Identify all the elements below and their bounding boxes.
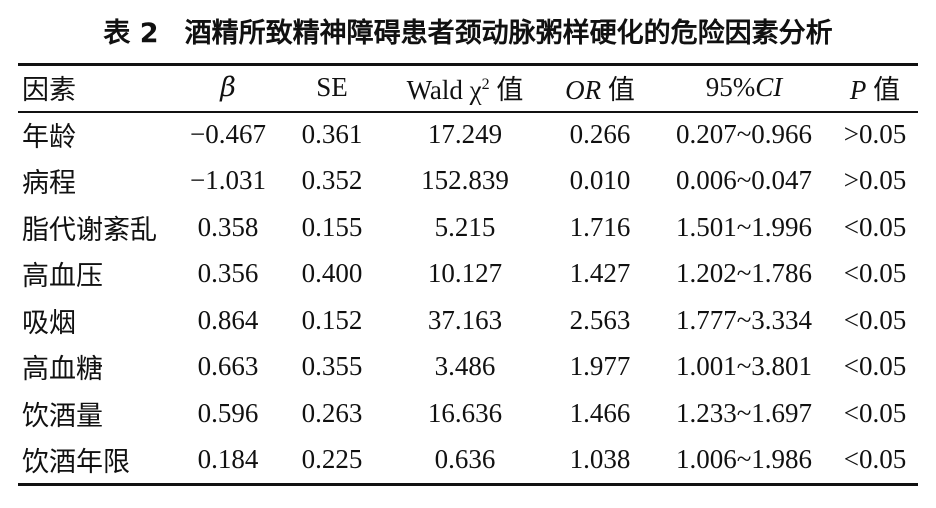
- cell-beta: 0.596: [197, 397, 259, 428]
- cell-ci: 1.501~1.996: [675, 211, 813, 242]
- cell-beta: 0.864: [197, 304, 259, 335]
- cell-beta: 0.663: [197, 351, 259, 382]
- cell-ci: 1.006~1.986: [675, 444, 813, 475]
- cell-beta: −0.467: [190, 118, 266, 149]
- cell-wald: 5.215: [434, 211, 496, 242]
- cell-factor: 脂代谢紊乱: [22, 214, 157, 246]
- cell-factor: 饮酒量: [22, 400, 103, 432]
- cell-p: >0.05: [843, 118, 907, 149]
- cell-factor: 吸烟: [22, 307, 76, 339]
- cell-ci: 1.001~3.801: [675, 351, 813, 382]
- cell-ci: 1.233~1.697: [675, 397, 813, 428]
- cell-beta: 0.356: [197, 258, 259, 289]
- header-se: SE: [316, 72, 348, 102]
- cell-wald: 10.127: [427, 258, 503, 289]
- cell-se: 0.355: [301, 351, 363, 382]
- cell-p: <0.05: [843, 258, 907, 289]
- cell-factor: 病程: [22, 168, 76, 200]
- table-row: 高血糖 0.663 0.355 3.486 1.977 1.001~3.801 …: [18, 344, 918, 391]
- table-title: 酒精所致精神障碍患者颈动脉粥样硬化的危险因素分析: [184, 18, 833, 49]
- table-row: 高血压 0.356 0.400 10.127 1.427 1.202~1.786…: [18, 251, 918, 298]
- cell-or: 1.427: [569, 258, 631, 289]
- cell-p: <0.05: [843, 304, 907, 335]
- cell-se: 0.400: [301, 258, 363, 289]
- header-ci: 95%CI: [705, 72, 783, 102]
- cell-or: 0.266: [569, 118, 631, 149]
- table-row: 饮酒量 0.596 0.263 16.636 1.466 1.233~1.697…: [18, 390, 918, 437]
- cell-se: 0.361: [301, 118, 363, 149]
- cell-wald: 16.636: [427, 397, 503, 428]
- cell-beta: 0.184: [197, 444, 259, 475]
- cell-se: 0.263: [301, 397, 363, 428]
- table-caption: 表 2 酒精所致精神障碍患者颈动脉粥样硬化的危险因素分析: [0, 14, 936, 54]
- cell-ci: 0.207~0.966: [675, 118, 813, 149]
- cell-wald: 0.636: [434, 444, 496, 475]
- table-label: 表 2: [103, 18, 159, 49]
- cell-se: 0.352: [301, 165, 363, 196]
- top-rule: [18, 63, 918, 66]
- cell-wald: 152.839: [421, 165, 509, 196]
- cell-wald: 3.486: [434, 351, 496, 382]
- cell-ci: 1.202~1.786: [675, 258, 813, 289]
- cell-or: 1.716: [569, 211, 631, 242]
- cell-ci: 0.006~0.047: [675, 165, 813, 196]
- cell-beta: −1.031: [190, 165, 266, 196]
- cell-p: <0.05: [843, 211, 907, 242]
- cell-or: 2.563: [569, 304, 631, 335]
- cell-factor: 年龄: [22, 121, 76, 153]
- header-rule: [18, 111, 918, 113]
- header-beta: β: [220, 72, 236, 103]
- table-row: 脂代谢紊乱 0.358 0.155 5.215 1.716 1.501~1.99…: [18, 204, 918, 251]
- cell-p: >0.05: [843, 165, 907, 196]
- table-row: 年龄 −0.467 0.361 17.249 0.266 0.207~0.966…: [18, 111, 918, 158]
- cell-se: 0.225: [301, 444, 363, 475]
- cell-ci: 1.777~3.334: [675, 304, 813, 335]
- header-factor: 因素: [22, 75, 76, 106]
- table-row: 吸烟 0.864 0.152 37.163 2.563 1.777~3.334 …: [18, 297, 918, 344]
- cell-factor: 高血压: [22, 261, 103, 293]
- cell-wald: 17.249: [427, 118, 503, 149]
- cell-p: <0.05: [843, 444, 907, 475]
- header-p: P 值: [849, 75, 901, 106]
- header-or: OR 值: [565, 75, 635, 106]
- cell-or: 1.977: [569, 351, 631, 382]
- table-row: 病程 −1.031 0.352 152.839 0.010 0.006~0.04…: [18, 158, 918, 205]
- cell-or: 0.010: [569, 165, 631, 196]
- header-row: 因素 β SE Wald χ2 值 OR 值 95%CI P 值: [18, 64, 918, 111]
- cell-factor: 高血糖: [22, 354, 103, 386]
- cell-wald: 37.163: [427, 304, 503, 335]
- cell-p: <0.05: [843, 397, 907, 428]
- cell-p: <0.05: [843, 351, 907, 382]
- table-row: 饮酒年限 0.184 0.225 0.636 1.038 1.006~1.986…: [18, 437, 918, 484]
- risk-factor-table: 因素 β SE Wald χ2 值 OR 值 95%CI P 值 年龄 −0.4…: [18, 64, 918, 483]
- cell-se: 0.155: [301, 211, 363, 242]
- bottom-rule: [18, 483, 918, 486]
- cell-beta: 0.358: [197, 211, 259, 242]
- cell-factor: 饮酒年限: [22, 447, 130, 479]
- cell-or: 1.466: [569, 397, 631, 428]
- header-wald: Wald χ2 值: [406, 75, 524, 106]
- cell-se: 0.152: [301, 304, 363, 335]
- cell-or: 1.038: [569, 444, 631, 475]
